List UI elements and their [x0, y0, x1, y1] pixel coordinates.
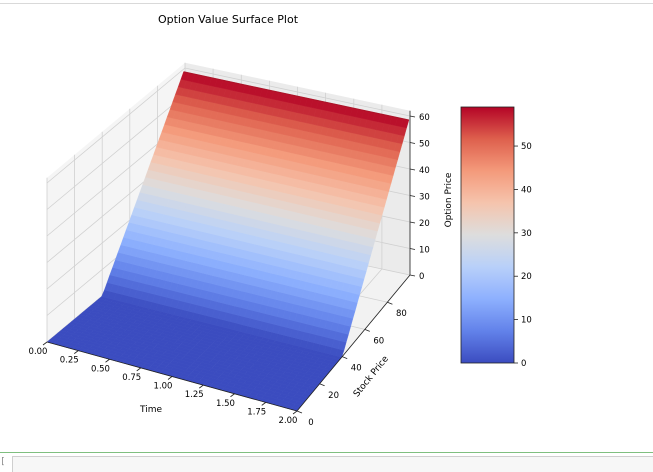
x-tick — [167, 376, 173, 380]
z-tick-label: 60 — [419, 113, 430, 123]
colorbar: 0 10 20 30 40 50 — [460, 106, 532, 369]
x-tick-label: 1.25 — [185, 390, 204, 400]
x-tick — [261, 402, 266, 406]
y-tick — [296, 410, 303, 414]
y-tick — [342, 356, 348, 359]
x-tick — [292, 410, 298, 415]
x-axis-label: Time — [139, 405, 162, 415]
x-tick — [136, 367, 141, 372]
y-tick-label: 20 — [328, 391, 339, 401]
x-tick-label: 1.50 — [216, 399, 235, 409]
z-tick-label: 0 — [419, 272, 424, 282]
z-tick — [409, 142, 416, 144]
z-tick-label: 40 — [419, 166, 430, 176]
z-tick — [409, 115, 416, 118]
axes-ticks: 0.00 0.25 0.50 0.75 1.00 1.25 1.50 1.75 2.00 0 20 4… — [29, 113, 430, 428]
grid-line — [46, 67, 411, 184]
colorbar-tick-label: 20 — [521, 272, 532, 282]
cell-separator — [0, 452, 653, 453]
x-tick — [105, 358, 110, 363]
surface-top-edge — [183, 71, 410, 121]
x-tick — [230, 393, 235, 398]
z-tick — [409, 221, 416, 224]
y-tick-label: 0 — [308, 418, 313, 428]
z-tick — [409, 248, 416, 250]
y-tick-label: 60 — [373, 336, 384, 346]
x-tick — [74, 350, 79, 354]
y-tick-label: 40 — [351, 364, 362, 374]
x-tick-label: 1.75 — [247, 407, 266, 417]
x-tick-label: 0.50 — [91, 364, 110, 374]
x-tick-label: 0.25 — [60, 356, 79, 366]
z-tick-label: 30 — [419, 193, 430, 203]
side-pane — [47, 62, 185, 342]
cell-top-border — [0, 0, 653, 4]
y-axis-line — [296, 274, 411, 412]
z-tick — [409, 274, 416, 277]
colorbar-gradient — [460, 106, 515, 364]
y-axis-label: Stock Price — [352, 354, 391, 399]
z-tick — [409, 195, 416, 197]
y-tick — [387, 301, 393, 305]
output-cell: Option Value Surface Plot 0.00 0.25 0.50 0.… — [29, 13, 532, 428]
x-tick-label: 1.00 — [154, 382, 173, 392]
z-tick-label: 20 — [419, 219, 430, 229]
z-tick-label: 10 — [419, 246, 430, 256]
colorbar-tick-label: 40 — [521, 185, 532, 195]
x-tick-label: 0.00 — [29, 347, 48, 357]
surface-plot: Option Value Surface Plot 0.000.250.500.… — [29, 13, 532, 428]
x-tick-label: 2.00 — [279, 416, 298, 426]
colorbar-tick-label: 10 — [521, 316, 532, 326]
z-tick-label: 50 — [419, 140, 430, 150]
x-tick — [42, 341, 48, 346]
colorbar-tick-label: 50 — [521, 142, 532, 152]
z-tick — [409, 168, 416, 171]
colorbar-tick-label: 30 — [521, 229, 532, 239]
surface-mesh — [46, 71, 410, 412]
code-input-cell[interactable] — [12, 456, 653, 472]
cell-prompt: [ ]: — [0, 457, 22, 467]
y-tick — [319, 383, 325, 387]
z-axis-label: Option Price — [444, 172, 454, 227]
colorbar-tick-label: 0 — [521, 359, 526, 369]
x-tick — [199, 384, 204, 389]
y-tick — [364, 329, 370, 332]
chart-title: Option Value Surface Plot — [158, 13, 299, 26]
x-tick-label: 0.75 — [122, 373, 141, 383]
y-tick-label: 80 — [396, 309, 407, 319]
